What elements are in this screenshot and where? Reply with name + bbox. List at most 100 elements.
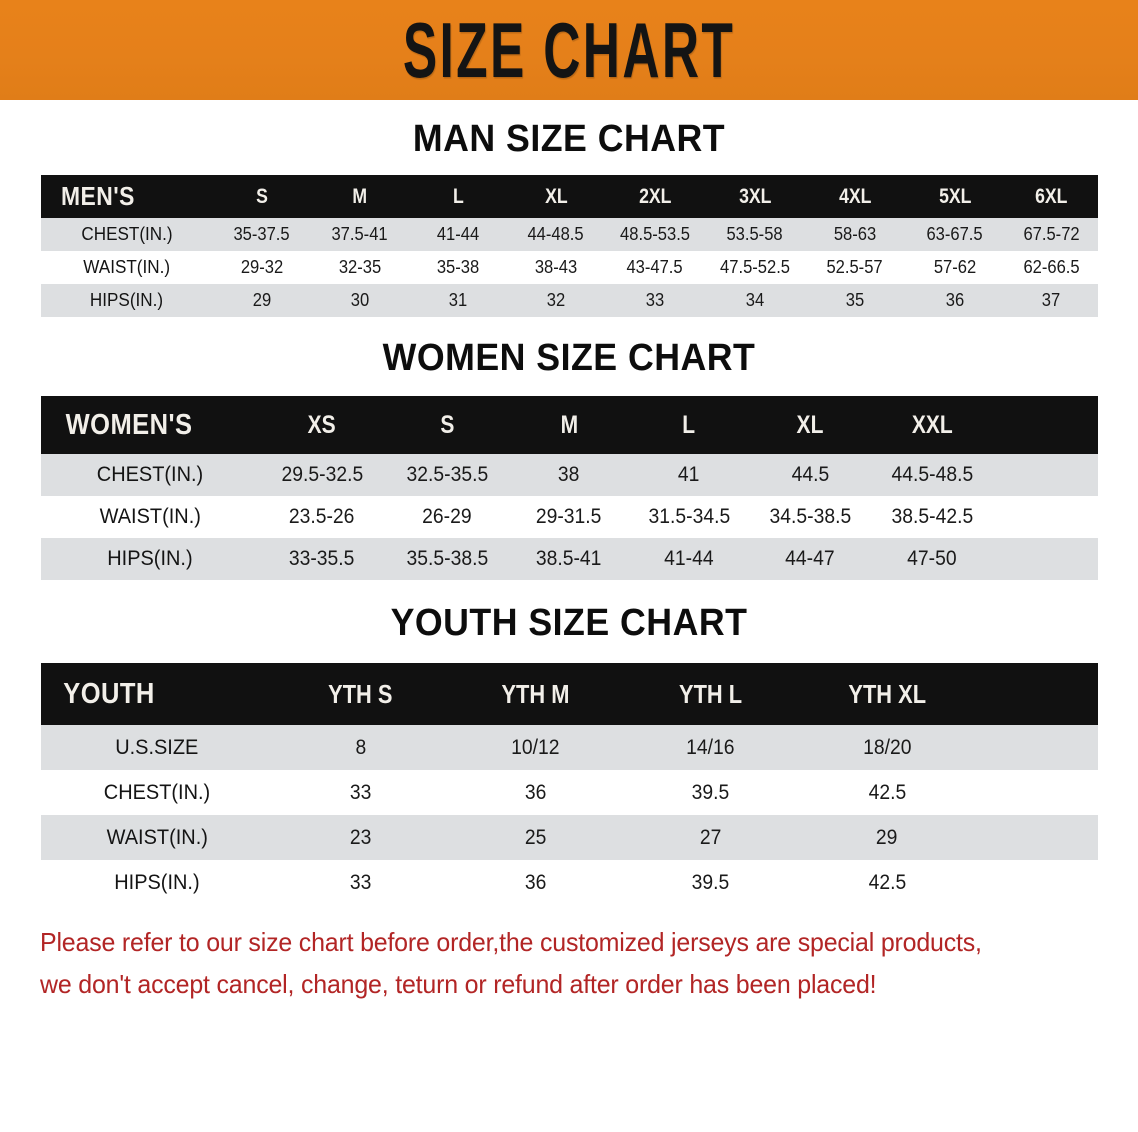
man-corner-label: MEN'S (41, 175, 213, 218)
man-chest-2xl: 48.5-53.5 (605, 218, 705, 251)
women-size-header-m: M (509, 396, 629, 454)
man-hips-3xl: 34 (705, 284, 805, 317)
women-row-label-chest: CHEST(IN.) (41, 454, 259, 496)
man-size-header-xl: XL (507, 175, 605, 218)
women-waist-l: 31.5-34.5 (629, 496, 749, 538)
women-size-header-xxl: XXL (871, 396, 993, 454)
man-waist-6xl: 62-66.5 (1005, 251, 1098, 284)
women-size-header-xs: XS (259, 396, 385, 454)
man-waist-4xl: 52.5-57 (805, 251, 905, 284)
youth-waist-yth-s: 23 (273, 815, 448, 860)
man-size-table: MEN'S S M L XL 2XL 3XL 4XL 5XL 6XL CHEST… (41, 175, 1098, 317)
return-policy-disclaimer: Please refer to our size chart before or… (0, 905, 1138, 1005)
women-chest-xl: 44.5 (749, 454, 871, 496)
women-table-header-row: WOMEN'S XS S M L XL XXL (41, 396, 1098, 454)
youth-ussize-yth-l: 14/16 (623, 725, 798, 770)
women-corner-label: WOMEN'S (41, 396, 259, 454)
man-chest-s: 35-37.5 (213, 218, 311, 251)
table-row: U.S.SIZE 8 10/12 14/16 18/20 (41, 725, 1098, 770)
women-waist-s: 26-29 (385, 496, 509, 538)
youth-row-spacer (976, 725, 1098, 770)
youth-chest-yth-m: 36 (448, 770, 623, 815)
women-table-wrapper: WOMEN'S XS S M L XL XXL CHEST(IN.) 29.5-… (0, 396, 1138, 580)
man-hips-s: 29 (213, 284, 311, 317)
women-hips-xl: 44-47 (749, 538, 871, 580)
man-size-header-m: M (311, 175, 409, 218)
youth-row-label-waist: WAIST(IN.) (41, 815, 273, 860)
page-banner: SIZE CHART (0, 0, 1138, 100)
man-chest-xl: 44-48.5 (507, 218, 605, 251)
women-size-header-s: S (385, 396, 509, 454)
women-waist-xl: 34.5-38.5 (749, 496, 871, 538)
man-hips-xl: 32 (507, 284, 605, 317)
table-row: CHEST(IN.) 29.5-32.5 32.5-35.5 38 41 44.… (41, 454, 1098, 496)
women-waist-xs: 23.5-26 (259, 496, 385, 538)
women-chest-l: 41 (629, 454, 749, 496)
man-size-section: MAN SIZE CHART MEN'S S M L XL 2XL 3XL 4X… (0, 100, 1138, 317)
youth-row-label-chest: CHEST(IN.) (41, 770, 273, 815)
man-size-header-s: S (213, 175, 311, 218)
women-hips-xxl: 47-50 (871, 538, 993, 580)
women-hips-l: 41-44 (629, 538, 749, 580)
man-hips-5xl: 36 (905, 284, 1005, 317)
women-waist-xxl: 38.5-42.5 (871, 496, 993, 538)
youth-chest-yth-l: 39.5 (623, 770, 798, 815)
youth-size-header-yth-xl: YTH XL (798, 663, 976, 725)
women-row-spacer (993, 538, 1098, 580)
table-row: HIPS(IN.) 33-35.5 35.5-38.5 38.5-41 41-4… (41, 538, 1098, 580)
man-chest-3xl: 53.5-58 (705, 218, 805, 251)
man-chest-5xl: 63-67.5 (905, 218, 1005, 251)
page-title: SIZE CHART (402, 6, 736, 94)
women-row-label-waist: WAIST(IN.) (41, 496, 259, 538)
youth-chest-yth-xl: 42.5 (798, 770, 976, 815)
man-size-header-2xl: 2XL (605, 175, 705, 218)
women-size-table: WOMEN'S XS S M L XL XXL CHEST(IN.) 29.5-… (41, 396, 1098, 580)
man-row-label-waist: WAIST(IN.) (41, 251, 213, 284)
table-row: WAIST(IN.) 29-32 32-35 35-38 38-43 43-47… (41, 251, 1098, 284)
women-waist-m: 29-31.5 (509, 496, 629, 538)
youth-ussize-yth-s: 8 (273, 725, 448, 770)
youth-hips-yth-m: 36 (448, 860, 623, 905)
man-waist-xl: 38-43 (507, 251, 605, 284)
youth-size-header-yth-m: YTH M (448, 663, 623, 725)
man-chest-6xl: 67.5-72 (1005, 218, 1098, 251)
table-row: HIPS(IN.) 33 36 39.5 42.5 (41, 860, 1098, 905)
man-waist-2xl: 43-47.5 (605, 251, 705, 284)
women-hips-m: 38.5-41 (509, 538, 629, 580)
man-waist-5xl: 57-62 (905, 251, 1005, 284)
youth-row-spacer (976, 860, 1098, 905)
man-section-title: MAN SIZE CHART (412, 118, 726, 160)
youth-row-spacer (976, 815, 1098, 860)
table-row: CHEST(IN.) 35-37.5 37.5-41 41-44 44-48.5… (41, 218, 1098, 251)
youth-hips-yth-s: 33 (273, 860, 448, 905)
table-row: CHEST(IN.) 33 36 39.5 42.5 (41, 770, 1098, 815)
man-hips-2xl: 33 (605, 284, 705, 317)
women-size-header-xl: XL (749, 396, 871, 454)
table-row: WAIST(IN.) 23.5-26 26-29 29-31.5 31.5-34… (41, 496, 1098, 538)
youth-hips-yth-l: 39.5 (623, 860, 798, 905)
man-row-label-hips: HIPS(IN.) (41, 284, 213, 317)
man-size-header-5xl: 5XL (905, 175, 1005, 218)
man-waist-3xl: 47.5-52.5 (705, 251, 805, 284)
women-row-spacer (993, 496, 1098, 538)
women-row-label-hips: HIPS(IN.) (41, 538, 259, 580)
man-chest-m: 37.5-41 (311, 218, 409, 251)
youth-header-spacer (976, 663, 1098, 725)
youth-size-table: YOUTH YTH S YTH M YTH L YTH XL U.S.SIZE … (41, 663, 1098, 905)
women-hips-s: 35.5-38.5 (385, 538, 509, 580)
table-row: WAIST(IN.) 23 25 27 29 (41, 815, 1098, 860)
man-hips-m: 30 (311, 284, 409, 317)
youth-section-title: YOUTH SIZE CHART (390, 602, 748, 644)
man-size-header-6xl: 6XL (1005, 175, 1098, 218)
women-header-spacer (993, 396, 1098, 454)
man-waist-l: 35-38 (409, 251, 507, 284)
youth-table-header-row: YOUTH YTH S YTH M YTH L YTH XL (41, 663, 1098, 725)
youth-waist-yth-l: 27 (623, 815, 798, 860)
youth-waist-yth-xl: 29 (798, 815, 976, 860)
youth-size-header-yth-l: YTH L (623, 663, 798, 725)
youth-size-section: YOUTH SIZE CHART YOUTH YTH S YTH M YTH L… (0, 580, 1138, 905)
man-table-wrapper: MEN'S S M L XL 2XL 3XL 4XL 5XL 6XL CHEST… (0, 175, 1138, 317)
youth-row-label-hips: HIPS(IN.) (41, 860, 273, 905)
women-section-title: WOMEN SIZE CHART (382, 337, 756, 379)
man-hips-6xl: 37 (1005, 284, 1098, 317)
